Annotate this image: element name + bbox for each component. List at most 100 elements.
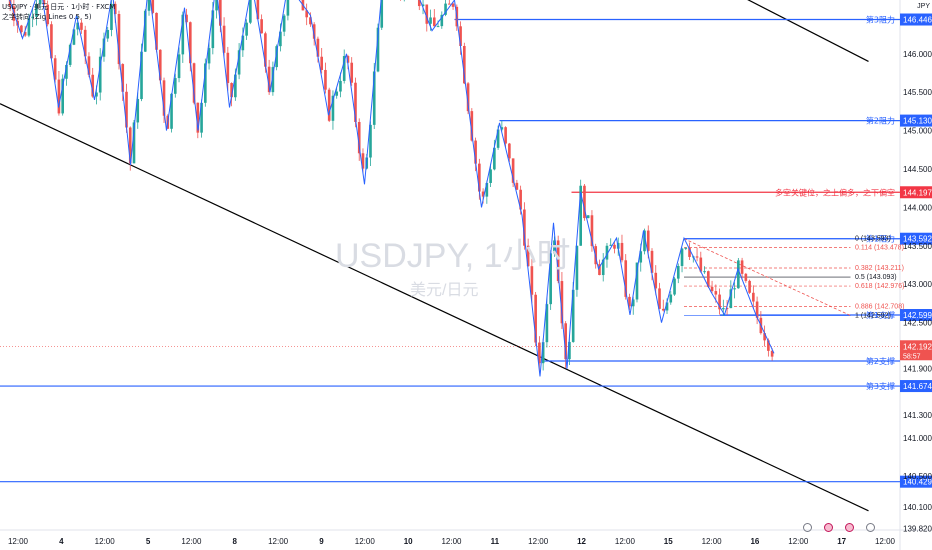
settings-icon[interactable] — [803, 523, 812, 532]
x-tick-label: 15 — [664, 537, 673, 546]
candle-body — [590, 215, 594, 247]
candle-body — [496, 129, 500, 148]
candle-body — [245, 22, 248, 36]
candle-body — [463, 45, 466, 84]
candle-body — [504, 127, 507, 144]
candle-body — [170, 93, 173, 129]
level-price-tag — [900, 475, 932, 488]
candle-body — [68, 44, 72, 65]
candle-body — [369, 124, 372, 158]
x-tick-label: 12:00 — [615, 537, 636, 546]
candle-body — [46, 4, 49, 25]
candle-body — [564, 323, 567, 360]
y-tick-label: 139.820 — [903, 524, 932, 533]
candle-body — [571, 289, 575, 342]
level-price-tag-text: 142.599 — [903, 311, 932, 320]
candle-body — [312, 24, 316, 39]
level-price-tag-text: 140.429 — [903, 478, 932, 487]
candle-body — [346, 56, 350, 63]
candle-body — [669, 294, 673, 303]
candle-body — [110, 3, 113, 30]
candle-body — [98, 56, 102, 93]
candle-body — [35, 4, 38, 17]
fibonacci-retracement: 0 (143.593)0.114 (143.478) 0.382 (143.211… — [683, 236, 904, 320]
time-axis[interactable]: 12:00 4 12:00 5 12:00 8 12:00 9 12:00 10 12:00 11 12… — [8, 537, 896, 546]
symbol-header[interactable]: USDJPY · 美元 日元 · 1小时 · FXCM — [2, 3, 116, 11]
x-tick-label: 12:00 — [788, 537, 809, 546]
x-tick-label: 12:00 — [702, 537, 723, 546]
fib-label: 0.382 (143.211) — [855, 265, 904, 272]
candle-body — [31, 16, 34, 19]
price-axis[interactable]: 146.000 145.500 145.000 144.500 144.000 143.5… — [903, 50, 932, 534]
y-tick-label: 142.500 — [903, 319, 932, 328]
candle-body — [350, 62, 354, 83]
x-tick-label: 12:00 — [528, 537, 549, 546]
candle-body — [493, 147, 496, 170]
candle-body — [226, 52, 230, 84]
candle-body — [117, 14, 121, 65]
candle-body — [680, 248, 684, 266]
candle-body — [286, 0, 290, 16]
candle-body — [342, 56, 346, 81]
candle-body — [628, 296, 631, 307]
candle-body — [282, 15, 286, 32]
y-tick-label: 141.000 — [903, 434, 932, 443]
candle-body — [53, 58, 57, 80]
x-tick-label: 4 — [59, 537, 64, 546]
flag-us-icon-2[interactable] — [845, 523, 854, 532]
candle-body — [162, 80, 166, 116]
x-tick-label: 12:00 — [181, 537, 202, 546]
trendlines — [0, 0, 869, 512]
candle-body — [605, 245, 609, 260]
level-label: 第3阻力 — [866, 15, 895, 25]
candle-body — [121, 64, 125, 92]
candle-body — [447, 3, 451, 5]
candle-body — [695, 256, 699, 258]
candle-body — [485, 182, 489, 197]
x-tick-label: 12:00 — [95, 537, 116, 546]
candle-body — [444, 3, 447, 15]
candle-body — [429, 17, 432, 24]
level-price-tag — [900, 186, 932, 199]
candle-body — [598, 264, 601, 276]
level-price-tag — [900, 114, 932, 127]
candle-body — [361, 153, 365, 169]
candle-body — [440, 14, 444, 27]
x-tick-label: 12:00 — [355, 537, 376, 546]
candle-body — [65, 64, 68, 79]
x-tick-label: 11 — [491, 537, 500, 546]
candle-body — [500, 127, 504, 130]
trendline — [0, 103, 869, 512]
current-price-countdown: 58:57 — [903, 353, 921, 360]
fib-label: 0.618 (142.976) — [855, 283, 904, 290]
economic-event-icon[interactable] — [866, 523, 875, 532]
candle-body — [421, 4, 425, 7]
candle-body — [714, 291, 718, 295]
candle-body — [541, 342, 545, 364]
candle-body — [673, 278, 676, 295]
indicator-legend[interactable]: 之字转向 (Zig Lines 0.5, 5) — [2, 13, 92, 21]
candle-body — [579, 185, 583, 246]
candle-body — [279, 31, 282, 47]
candle-body — [324, 69, 327, 90]
candle-body — [61, 78, 64, 114]
candle-body — [207, 48, 211, 64]
flag-us-icon[interactable] — [824, 523, 833, 532]
candle-body — [27, 18, 31, 36]
candle-body — [530, 266, 534, 295]
candle-body — [335, 91, 339, 96]
candle-body — [125, 91, 128, 128]
candle-body — [729, 289, 733, 309]
y-tick-label: 145.500 — [903, 88, 932, 97]
y-tick-label: 141.900 — [903, 365, 932, 374]
candle-body — [710, 286, 714, 292]
level-price-tag — [900, 380, 932, 393]
candle-body — [305, 10, 308, 18]
candle-body — [23, 32, 27, 36]
candle-body — [470, 111, 474, 141]
x-tick-label: 9 — [319, 537, 324, 546]
candle-body — [688, 247, 691, 257]
candle-body — [676, 265, 680, 279]
candle-body — [763, 333, 766, 341]
